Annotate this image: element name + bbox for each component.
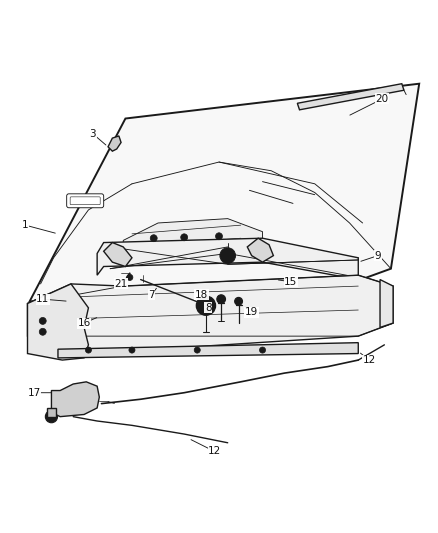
Text: 18: 18 bbox=[195, 290, 208, 300]
Circle shape bbox=[220, 248, 236, 263]
Polygon shape bbox=[297, 84, 404, 110]
FancyBboxPatch shape bbox=[70, 197, 100, 205]
Text: 9: 9 bbox=[374, 251, 381, 261]
Polygon shape bbox=[28, 275, 393, 351]
Circle shape bbox=[196, 296, 215, 315]
Circle shape bbox=[49, 414, 54, 419]
Text: 11: 11 bbox=[36, 294, 49, 304]
Polygon shape bbox=[97, 238, 358, 279]
Polygon shape bbox=[380, 279, 393, 327]
Text: 17: 17 bbox=[28, 387, 41, 398]
Circle shape bbox=[217, 295, 226, 303]
Circle shape bbox=[259, 347, 265, 353]
Text: 16: 16 bbox=[78, 318, 91, 328]
Polygon shape bbox=[123, 219, 262, 260]
Circle shape bbox=[194, 347, 200, 353]
Polygon shape bbox=[108, 136, 121, 151]
Circle shape bbox=[46, 410, 57, 423]
Polygon shape bbox=[47, 408, 56, 417]
Circle shape bbox=[129, 347, 135, 353]
Polygon shape bbox=[30, 84, 419, 312]
FancyBboxPatch shape bbox=[67, 194, 104, 208]
Circle shape bbox=[85, 347, 92, 353]
Circle shape bbox=[39, 318, 46, 325]
Circle shape bbox=[215, 233, 223, 240]
Polygon shape bbox=[104, 243, 132, 266]
Text: 8: 8 bbox=[205, 303, 212, 313]
Text: 19: 19 bbox=[245, 307, 258, 317]
Circle shape bbox=[224, 252, 231, 259]
Circle shape bbox=[39, 328, 46, 335]
Polygon shape bbox=[51, 382, 99, 417]
Polygon shape bbox=[58, 343, 358, 358]
Circle shape bbox=[181, 234, 187, 241]
Text: 7: 7 bbox=[148, 290, 155, 300]
Text: 1: 1 bbox=[22, 220, 28, 230]
Circle shape bbox=[201, 301, 211, 311]
Circle shape bbox=[127, 274, 133, 280]
Circle shape bbox=[235, 297, 243, 305]
Polygon shape bbox=[247, 238, 273, 262]
Text: 3: 3 bbox=[89, 129, 96, 139]
Text: 15: 15 bbox=[284, 277, 297, 287]
Circle shape bbox=[150, 235, 157, 241]
Text: 20: 20 bbox=[376, 94, 389, 104]
Polygon shape bbox=[28, 284, 88, 360]
Text: 21: 21 bbox=[114, 279, 128, 289]
Text: 12: 12 bbox=[363, 355, 376, 365]
Text: 12: 12 bbox=[208, 447, 221, 456]
